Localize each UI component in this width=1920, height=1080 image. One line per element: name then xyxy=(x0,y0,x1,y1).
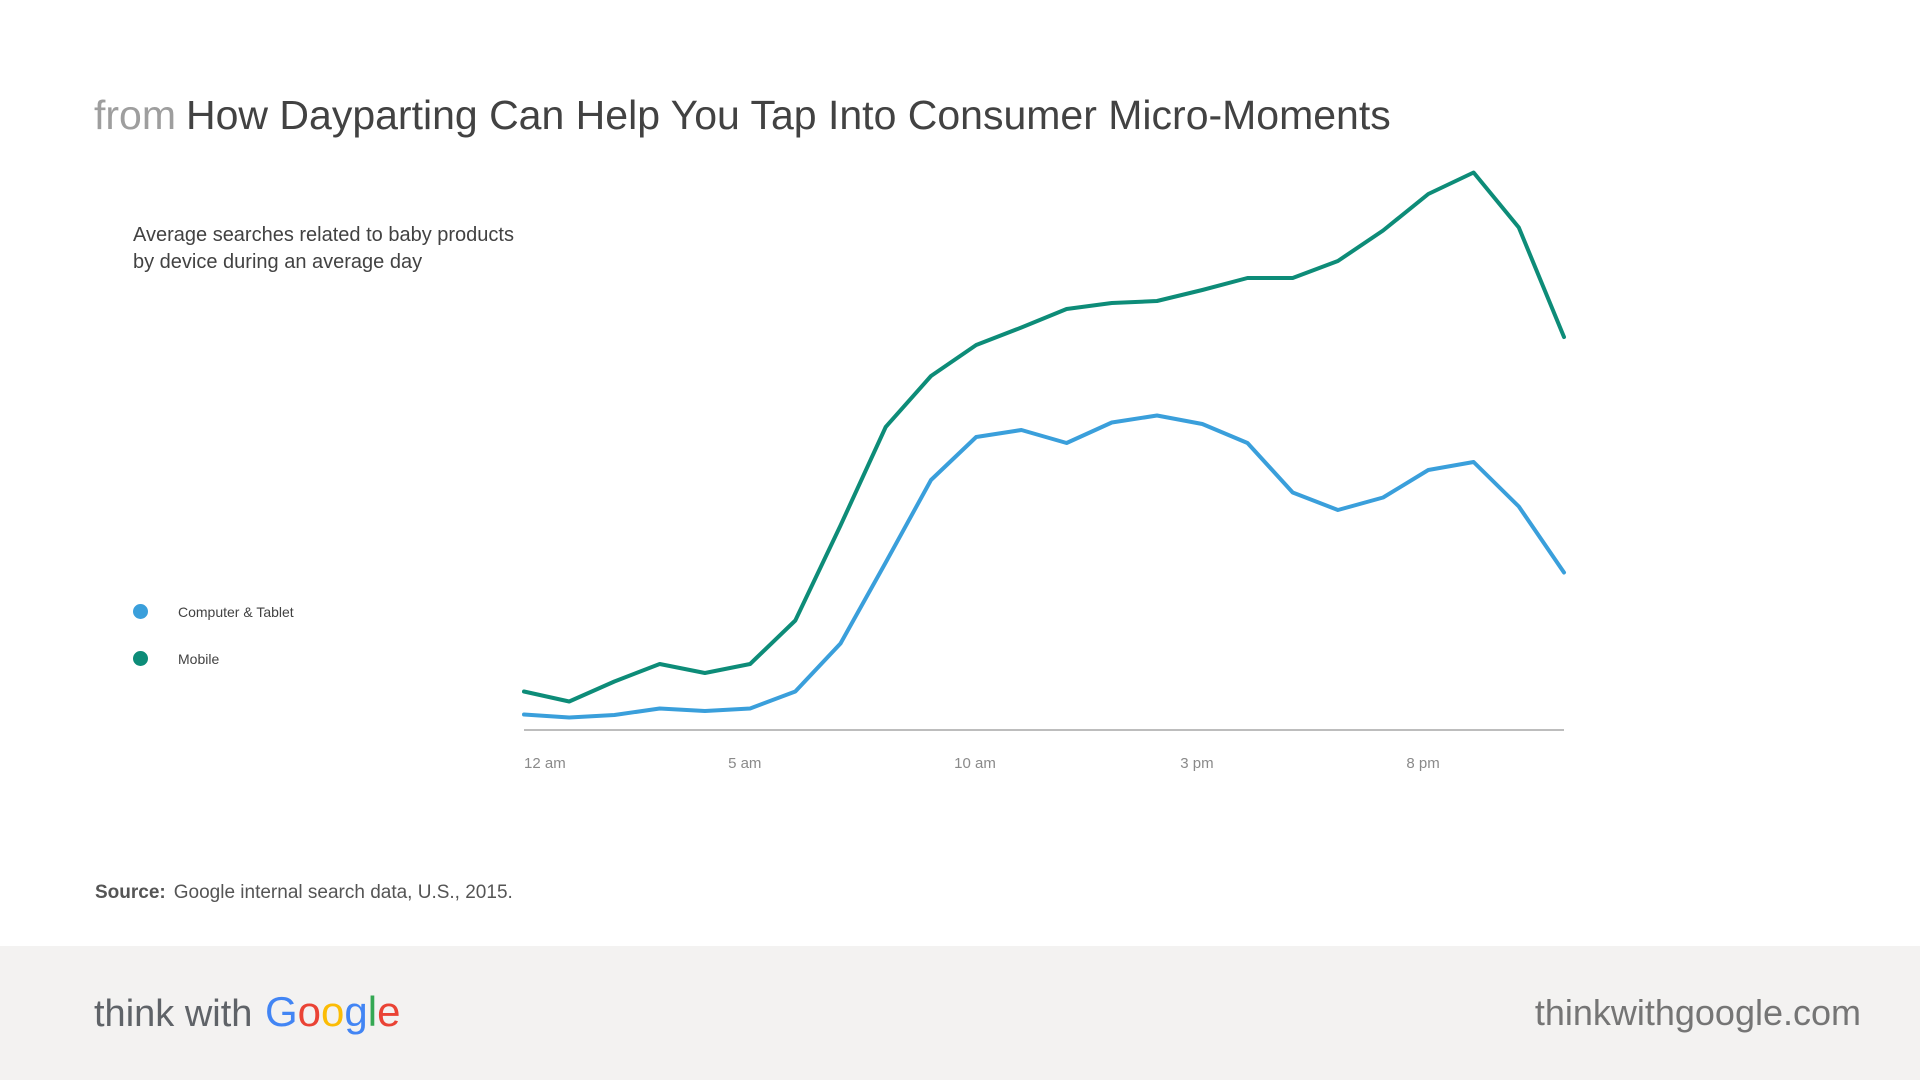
x-tick-label: 5 am xyxy=(728,755,761,772)
source-label: Source: xyxy=(95,882,166,903)
x-tick-label: 8 pm xyxy=(1406,755,1439,772)
chart-subtitle-line-2: by device during an average day xyxy=(133,251,423,273)
x-tick-label: 3 pm xyxy=(1180,755,1213,772)
x-tick-label: 12 am xyxy=(524,755,566,772)
series-line-computer-tablet xyxy=(522,413,1566,720)
x-tick-label: 10 am xyxy=(954,755,996,772)
legend-item-mobile: Mobile xyxy=(133,635,294,682)
google-wordmark: Google xyxy=(264,988,401,1035)
title-text: How Dayparting Can Help You Tap Into Con… xyxy=(186,92,1391,138)
chart-subtitle-line-1: Average searches related to baby product… xyxy=(133,224,514,246)
legend-item-computer-tablet: Computer & Tablet xyxy=(133,588,294,635)
line-chart: 12 am 5 am 10 am 3 pm 8 pm xyxy=(522,170,1566,772)
page-title: from How Dayparting Can Help You Tap Into… xyxy=(94,92,1391,139)
site-link[interactable]: thinkwithgoogle.com xyxy=(1534,992,1861,1033)
series-line-mobile xyxy=(522,170,1566,704)
legend-label-computer-tablet: Computer & Tablet xyxy=(178,603,294,620)
title-prefix: from xyxy=(94,92,176,138)
legend-dot-computer-tablet xyxy=(133,604,148,619)
legend-dot-mobile xyxy=(133,651,148,666)
chart-legend: Computer & Tablet Mobile xyxy=(133,588,294,682)
source-text: Google internal search data, U.S., 2015. xyxy=(173,882,513,903)
source-note: Source: Google internal search data, U.S.… xyxy=(95,882,513,904)
legend-label-mobile: Mobile xyxy=(178,650,220,667)
footer: think with Google thinkwithgoogle.com xyxy=(0,946,1920,1080)
brand-prefix: think with xyxy=(94,993,253,1035)
brand-logo[interactable]: think with Google xyxy=(94,988,400,1036)
chart-subtitle: Average searches related to baby product… xyxy=(133,222,514,276)
